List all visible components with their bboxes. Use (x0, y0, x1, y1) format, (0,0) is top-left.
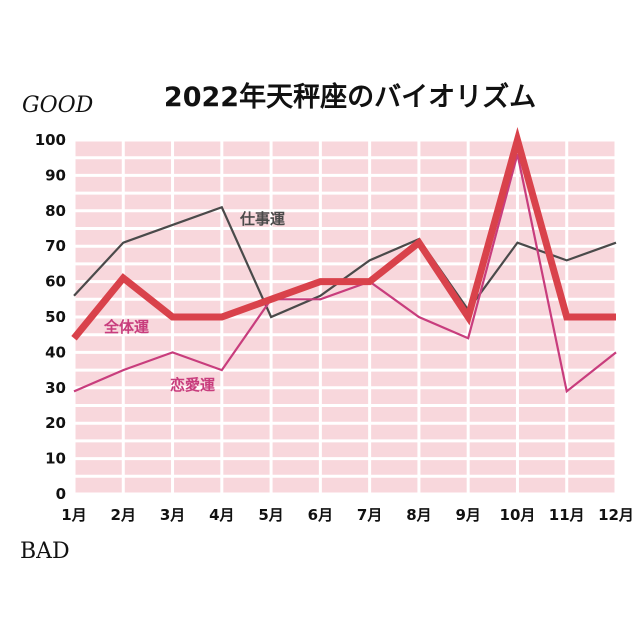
series-label-1: 全体運 (103, 318, 150, 336)
x-tick-label: 9月 (455, 506, 480, 524)
y-tick-label: 30 (45, 379, 66, 397)
series-line-2 (73, 153, 617, 394)
y-tick-label: 100 (35, 131, 66, 149)
y-tick-label: 90 (45, 166, 66, 184)
x-tick-label: 8月 (406, 506, 431, 524)
y-tick-label: 50 (45, 308, 66, 326)
bad-label: BAD (20, 539, 70, 564)
series-line-0 (73, 205, 617, 319)
y-tick-label: 10 (45, 450, 66, 468)
y-tick-label: 0 (56, 485, 66, 503)
x-axis-ticks: 1月 2月 3月 4月 5月 6月 7月 8月 9月 10月 11月 12月 (61, 506, 634, 524)
y-tick-label: 40 (45, 343, 66, 361)
grid (72, 138, 618, 496)
x-tick-label: 6月 (308, 506, 333, 524)
y-tick-label: 70 (45, 237, 66, 255)
series-label-2: 恋愛運 (170, 376, 216, 394)
y-tick-label: 60 (45, 273, 66, 291)
good-label: GOOD (22, 93, 94, 118)
x-tick-label: 5月 (258, 506, 283, 524)
x-tick-label: 10月 (500, 506, 536, 524)
series-lines (71, 126, 617, 394)
x-tick-label: 12月 (598, 506, 634, 524)
x-tick-label: 3月 (160, 506, 185, 524)
x-tick-label: 4月 (209, 506, 234, 524)
series-label-0: 仕事運 (239, 210, 286, 228)
x-tick-label: 7月 (357, 506, 382, 524)
x-tick-label: 1月 (61, 506, 86, 524)
y-axis-ticks: 0 10 20 30 40 50 60 70 80 90 100 (35, 131, 66, 503)
series-line-1 (71, 126, 616, 341)
chart-title: 2022年天秤座のバイオリズム (164, 81, 536, 113)
x-tick-label: 11月 (549, 506, 585, 524)
y-tick-label: 80 (45, 202, 66, 220)
y-tick-label: 20 (45, 414, 66, 432)
x-tick-label: 2月 (111, 506, 136, 524)
